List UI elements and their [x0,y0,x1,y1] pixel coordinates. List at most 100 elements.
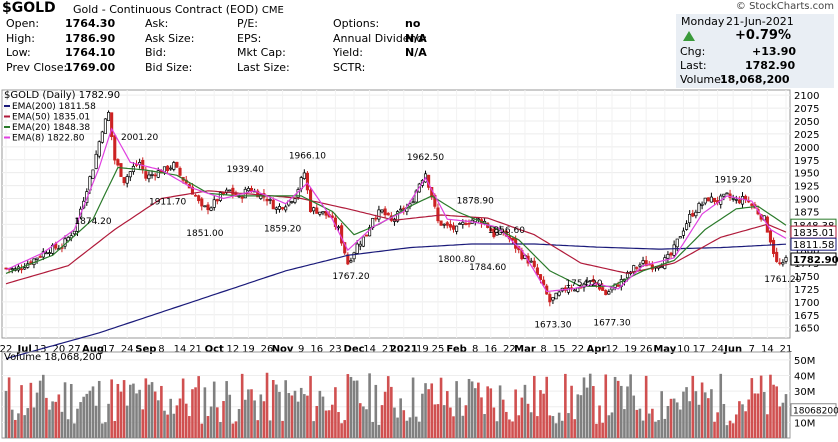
volume-bar [585,387,589,438]
volume-bar [489,388,493,438]
volume-bar [526,403,530,438]
candle-body [461,221,465,225]
volume-tick-label: 40M [794,371,815,382]
legend-entry: EMA(20) 1848.38 [12,123,90,133]
candle-body [644,260,648,267]
candle-body [19,268,24,271]
candle-body [744,195,748,200]
volume-bar [762,391,766,438]
volume-bar [284,380,287,438]
volume-bar [315,405,319,438]
volume-bar [623,409,626,438]
chart-title: $GOLD (Daily) 1782.90 [4,90,120,101]
volume-bar [290,395,294,438]
volume-bar [436,404,440,438]
volume-bar [166,414,169,438]
x-tick-label: 21 [189,344,202,355]
candle-body [374,217,378,220]
volume-bar [209,406,213,438]
x-tick-label: 17 [102,344,115,355]
volume-bar [88,390,92,438]
volume-bar [82,396,85,438]
volume-bar [66,419,70,438]
candle-body [678,236,682,239]
candle-body [169,167,173,170]
candle-body [44,252,48,255]
x-tick-label: 22 [571,344,584,355]
volume-bar [433,404,437,438]
volume-bar [604,374,608,438]
candle-body [458,223,462,225]
volume-bar [532,375,536,438]
volume-bar [29,382,33,438]
volume-bar [582,377,586,438]
candle-body [349,260,353,263]
volume-bar [679,409,682,438]
candle-body [299,177,303,190]
volume-bar [495,421,499,438]
field-label: High: [6,32,35,45]
price-annotation: 1677.30 [593,319,630,329]
volume-bar [135,393,138,438]
x-tick-label: 17 [693,344,706,355]
volume-bar [548,415,552,438]
volume-bar [470,381,474,438]
volume-bar [700,382,704,438]
candle-body [166,165,170,171]
volume-bar [716,412,719,438]
volume-bar [427,389,430,438]
candle-body [94,153,98,169]
volume-bar [666,406,670,438]
candle-body [532,260,536,267]
candle-body [778,262,782,265]
candle-body [566,287,571,293]
volume-bar [483,414,486,438]
candle-body [666,254,670,259]
volume-bar [567,413,570,438]
volume-bar [125,405,129,438]
volume-bar [511,421,514,438]
candle-body [277,206,282,210]
volume-bar [38,380,42,438]
volume-bar [523,384,527,438]
volume-bar [240,373,244,438]
x-tick-label: 16 [310,344,323,355]
candle-body [510,237,515,241]
candle-body [4,267,8,270]
candle-body [632,265,636,272]
x-tick-label: 21 [382,344,395,355]
x-tick-label: 10 [677,344,690,355]
volume-bar [97,380,101,438]
volume-bar [206,416,210,438]
volume-bar [231,423,235,438]
candle-body [489,228,493,232]
last-value: 1782.90 [745,59,796,72]
candle-body [529,260,533,263]
volume-bar [588,373,592,438]
y-tick-label: 1900 [794,195,819,206]
candle-body [284,206,288,211]
volume-bar [321,396,325,438]
candle-body [604,290,608,296]
candle-body [691,212,695,217]
x-tick-label: May [653,344,676,355]
candle-body [448,223,452,228]
volume-bar [551,416,555,438]
volume-bar [641,420,645,438]
price-annotation: 1856.60 [488,226,525,236]
candle-body [781,262,785,265]
x-tick-label: 9 [298,344,304,355]
volume-bar [461,415,465,438]
price-annotation: 1800.80 [438,255,475,265]
x-tick-label: 8 [158,344,164,355]
volume-bar [41,374,45,438]
candle-body [268,199,272,201]
field-label: Ask: [145,17,169,30]
price-annotation: 1767.20 [332,272,369,282]
candle-body [172,162,176,170]
candle-body [688,213,692,224]
volume-bar [265,372,269,438]
chg-value: +13.90 [752,45,797,58]
volume-bar [172,413,176,438]
